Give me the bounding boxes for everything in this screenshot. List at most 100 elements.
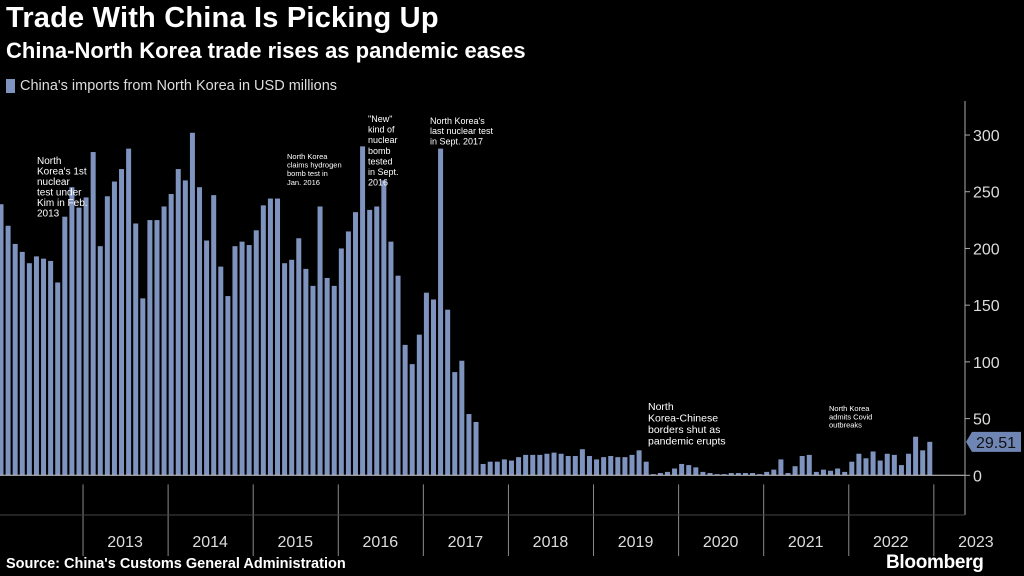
bar: [806, 454, 812, 476]
bar: [338, 248, 344, 476]
x-tick-label: 2019: [618, 534, 654, 551]
bar: [849, 461, 855, 476]
x-tick-label: 2016: [363, 534, 399, 551]
bar: [537, 454, 543, 476]
bar: [700, 471, 706, 476]
bar: [856, 453, 862, 476]
bar: [664, 471, 670, 476]
bar: [473, 421, 479, 476]
bar: [12, 243, 18, 476]
bar: [33, 256, 39, 476]
annotation-line: North Korea's: [430, 116, 485, 126]
bar: [19, 251, 25, 476]
bar: [119, 169, 125, 476]
annotation-line: Korea's 1st: [37, 167, 87, 178]
bar: [643, 461, 649, 476]
bar: [891, 454, 897, 476]
y-tick-label: 200: [973, 241, 1000, 258]
x-tick-label: 2013: [107, 534, 143, 551]
annotation-line: bomb: [368, 146, 391, 156]
annotation-line: nuclear: [368, 135, 398, 145]
annotation-line: Kim in Feb.: [37, 198, 88, 209]
bar: [884, 453, 890, 476]
annotation-line: in Sept. 2017: [430, 136, 483, 146]
bar: [523, 454, 529, 476]
bar: [728, 473, 734, 476]
bar: [459, 360, 465, 476]
annotation: North Korea admits Covid outbreaks: [829, 404, 872, 430]
bar: [551, 452, 557, 476]
bar: [140, 298, 146, 476]
bar: [650, 474, 656, 476]
x-tick-label: 2014: [192, 534, 228, 551]
bar: [622, 457, 628, 476]
chart-subtitle: China-North Korea trade rises as pandemi…: [6, 38, 526, 63]
bar: [452, 372, 458, 476]
y-tick-label: 250: [973, 185, 1000, 202]
bar: [345, 231, 351, 476]
y-tick-label: 300: [973, 128, 1000, 145]
bar: [225, 296, 231, 476]
bar: [211, 195, 217, 476]
last-value-badge: [966, 431, 1021, 452]
annotation-line: bomb test in: [287, 169, 328, 178]
bar: [416, 334, 422, 476]
bar: [750, 473, 756, 476]
bar: [402, 344, 408, 476]
bar: [785, 473, 791, 476]
bar: [253, 230, 259, 476]
bar: [572, 456, 578, 476]
bar: [317, 206, 323, 476]
bar: [508, 460, 514, 476]
annotation-line: test under: [37, 188, 82, 199]
source-note: Source: China's Customs General Administ…: [6, 556, 346, 572]
legend-label: China's imports from North Korea in USD …: [20, 78, 338, 94]
bar: [48, 260, 54, 476]
y-tick-label: 100: [973, 355, 1000, 372]
bar: [601, 457, 607, 476]
bar: [111, 181, 117, 476]
bar: [90, 152, 96, 476]
bar: [267, 198, 273, 476]
x-tick-label: 2017: [448, 534, 484, 551]
bar: [289, 259, 295, 476]
annotation-line: pandemic erupts: [648, 436, 726, 448]
bar: [757, 474, 763, 476]
annotation-line: 2016: [368, 178, 388, 188]
bar: [828, 470, 834, 476]
bar: [771, 469, 777, 476]
annotation-line: Jan. 2016: [287, 178, 320, 187]
x-tick-label: 2018: [533, 534, 569, 551]
bar: [608, 456, 614, 476]
bar: [282, 263, 288, 476]
bar: [501, 459, 507, 476]
bar: [331, 285, 337, 476]
bar: [303, 268, 309, 476]
annotation-line: North: [648, 401, 674, 413]
bar: [792, 466, 798, 476]
annotation-line: admits Covid: [829, 412, 872, 421]
x-tick-label: 2022: [873, 534, 909, 551]
bar: [62, 216, 68, 476]
y-tick-label: 150: [973, 298, 1000, 315]
bar: [83, 197, 89, 476]
bar: [672, 468, 678, 476]
bar: [438, 148, 444, 476]
x-tick-label: 2023: [958, 534, 994, 551]
annotation: North Korea-Chinese borders shut as pandemi…: [648, 401, 726, 448]
y-tick-label: 50: [973, 412, 991, 429]
bar: [778, 459, 784, 476]
bar: [579, 449, 585, 476]
bar: [586, 456, 592, 476]
annotation-line: outbreaks: [829, 421, 862, 430]
bar: [820, 469, 826, 476]
annotation-line: last nuclear test: [430, 126, 494, 136]
bar: [69, 187, 75, 476]
bar: [126, 148, 132, 476]
bar: [927, 441, 933, 476]
bar: [742, 473, 748, 476]
bar: [232, 246, 238, 476]
bar: [629, 454, 635, 476]
bar: [530, 454, 536, 476]
